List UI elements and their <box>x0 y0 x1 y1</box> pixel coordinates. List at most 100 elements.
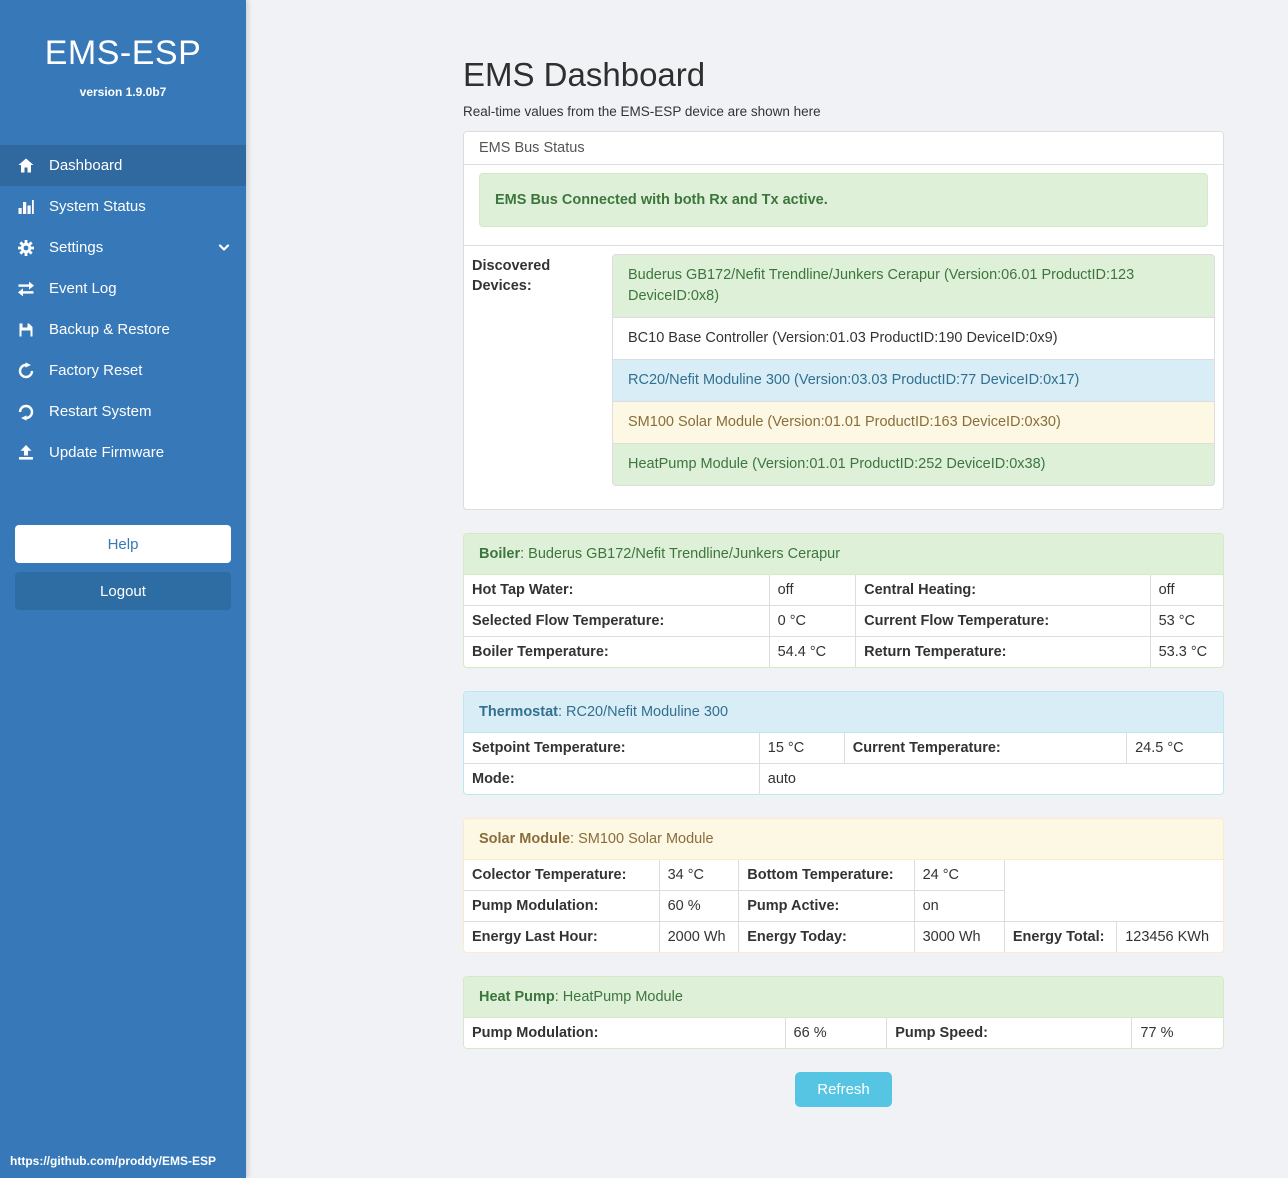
solar-heading-device: : SM100 Solar Module <box>570 831 714 847</box>
value-cell: 24 °C <box>913 859 1005 891</box>
empty-cell <box>1003 859 1223 922</box>
table-row: Energy Last Hour: 2000 Wh Energy Today: … <box>464 921 1223 952</box>
value-cell: 2000 Wh <box>658 921 740 952</box>
boiler-heading-device: : Buderus GB172/Nefit Trendline/Junkers … <box>520 546 841 562</box>
label-cell: Pump Active: <box>738 890 915 922</box>
rotate-left-icon <box>14 403 38 421</box>
sidebar-item-restart-system[interactable]: Restart System <box>0 391 246 432</box>
page-subtitle: Real-time values from the EMS-ESP device… <box>463 104 821 119</box>
table-row: Setpoint Temperature: 15 °C Current Temp… <box>464 732 1223 764</box>
gear-icon <box>14 239 38 257</box>
label-cell: Current Flow Temperature: <box>855 605 1151 637</box>
bus-connected-alert: EMS Bus Connected with both Rx and Tx ac… <box>479 173 1208 227</box>
boiler-heading-label: Boiler <box>479 546 521 562</box>
label-cell: Pump Speed: <box>886 1017 1133 1048</box>
sidebar-item-dashboard[interactable]: Dashboard <box>0 145 246 186</box>
label-cell: Colector Temperature: <box>464 859 660 891</box>
sidebar: EMS-ESP version 1.9.0b7 Dashboard <box>0 0 246 1178</box>
device-list-item: RC20/Nefit Moduline 300 (Version:03.03 P… <box>612 359 1215 402</box>
label-cell: Current Temperature: <box>843 732 1128 764</box>
table-row: Hot Tap Water: off Central Heating: off <box>464 574 1223 606</box>
boiler-table: Hot Tap Water: off Central Heating: off … <box>464 574 1223 667</box>
label-cell: Central Heating: <box>855 574 1151 606</box>
sidebar-item-label: Factory Reset <box>49 362 143 379</box>
page-title: EMS Dashboard <box>463 56 706 93</box>
value-cell: off <box>1149 574 1223 606</box>
label-cell: Boiler Temperature: <box>464 636 770 667</box>
sidebar-nav: Dashboard System Status <box>0 145 246 473</box>
sidebar-item-label: Backup & Restore <box>49 321 170 338</box>
refresh-button[interactable]: Refresh <box>795 1072 892 1107</box>
brand-title: EMS-ESP <box>44 34 202 72</box>
value-cell: on <box>913 890 1005 922</box>
ems-bus-status-body: EMS Bus Connected with both Rx and Tx ac… <box>464 165 1223 227</box>
device-list-item: SM100 Solar Module (Version:01.01 Produc… <box>612 401 1215 444</box>
thermostat-heading-label: Thermostat <box>479 704 558 720</box>
value-cell: 77 % <box>1131 1017 1223 1048</box>
sidebar-item-label: Update Firmware <box>49 444 165 461</box>
boiler-panel-heading: Boiler: Buderus GB172/Nefit Trendline/Ju… <box>464 534 1223 575</box>
sidebar-item-label: Settings <box>49 239 104 256</box>
heat-pump-heading-label: Heat Pump <box>479 989 555 1005</box>
label-cell: Setpoint Temperature: <box>464 732 760 764</box>
logout-button[interactable]: Logout <box>15 572 231 610</box>
label-cell: Mode: <box>464 763 760 794</box>
table-row: Pump Modulation: 66 % Pump Speed: 77 % <box>464 1017 1223 1048</box>
label-cell: Energy Total: <box>1003 921 1118 952</box>
label-cell: Return Temperature: <box>855 636 1151 667</box>
solar-heading-label: Solar Module <box>479 831 571 847</box>
label-cell: Bottom Temperature: <box>738 859 915 891</box>
ems-bus-status-panel: EMS Bus Status EMS Bus Connected with bo… <box>463 131 1224 510</box>
label-cell: Selected Flow Temperature: <box>464 605 770 637</box>
boiler-panel: Boiler: Buderus GB172/Nefit Trendline/Ju… <box>463 533 1224 668</box>
chevron-down-icon <box>218 243 230 252</box>
main-area: EMS Dashboard Real-time values from the … <box>246 0 1288 1178</box>
thermostat-heading-device: : RC20/Nefit Moduline 300 <box>557 704 729 720</box>
solar-table: Colector Temperature: 34 °C Bottom Tempe… <box>464 859 1223 952</box>
save-icon <box>14 321 38 339</box>
heat-pump-heading-device: : HeatPump Module <box>554 989 683 1005</box>
discovered-devices-row: Discovered Devices: Buderus GB172/Nefit … <box>464 245 1223 509</box>
sidebar-item-system-status[interactable]: System Status <box>0 186 246 227</box>
value-cell: 34 °C <box>658 859 740 891</box>
help-button[interactable]: Help <box>15 525 231 563</box>
sidebar-item-backup-restore[interactable]: Backup & Restore <box>0 309 246 350</box>
table-row: Mode: auto <box>464 763 1223 794</box>
thermostat-panel: Thermostat: RC20/Nefit Moduline 300 Setp… <box>463 691 1224 795</box>
value-cell: 60 % <box>658 890 740 922</box>
sidebar-item-label: System Status <box>49 198 146 215</box>
value-cell: 0 °C <box>768 605 857 637</box>
value-cell: 24.5 °C <box>1126 732 1223 764</box>
discovered-devices-label: Discovered Devices: <box>472 258 551 294</box>
label-cell: Pump Modulation: <box>464 1017 786 1048</box>
sidebar-item-factory-reset[interactable]: Factory Reset <box>0 350 246 391</box>
heat-pump-panel: Heat Pump: HeatPump Module Pump Modulati… <box>463 976 1224 1049</box>
rotate-right-icon <box>14 361 38 380</box>
label-cell: Hot Tap Water: <box>464 574 770 606</box>
value-cell: off <box>768 574 857 606</box>
device-list-item: BC10 Base Controller (Version:01.03 Prod… <box>612 317 1215 360</box>
system-status-icon <box>14 198 38 216</box>
device-list-item: Buderus GB172/Nefit Trendline/Junkers Ce… <box>612 254 1215 318</box>
label-cell: Energy Today: <box>738 921 915 952</box>
label-cell: Energy Last Hour: <box>464 921 660 952</box>
value-cell: 53.3 °C <box>1149 636 1223 667</box>
table-row: Pump Modulation: 60 % Pump Active: on <box>464 890 1223 922</box>
thermostat-table: Setpoint Temperature: 15 °C Current Temp… <box>464 732 1223 794</box>
value-cell: 54.4 °C <box>768 636 857 667</box>
ems-bus-status-title: EMS Bus Status <box>464 132 1223 165</box>
sidebar-item-label: Dashboard <box>49 157 123 174</box>
github-url: https://github.com/proddy/EMS-ESP <box>10 1154 216 1168</box>
home-icon <box>14 157 38 175</box>
sidebar-item-settings[interactable]: Settings <box>0 227 246 268</box>
refresh-area: Refresh <box>463 1072 1224 1147</box>
brand: EMS-ESP version 1.9.0b7 <box>0 0 246 99</box>
sidebar-item-label: Event Log <box>49 280 117 297</box>
sidebar-item-event-log[interactable]: Event Log <box>0 268 246 309</box>
value-cell: auto <box>758 763 1223 794</box>
value-cell: 53 °C <box>1149 605 1223 637</box>
sidebar-item-label: Restart System <box>49 403 152 420</box>
value-cell: 123456 KWh <box>1116 921 1223 952</box>
sidebar-item-update-firmware[interactable]: Update Firmware <box>0 432 246 473</box>
